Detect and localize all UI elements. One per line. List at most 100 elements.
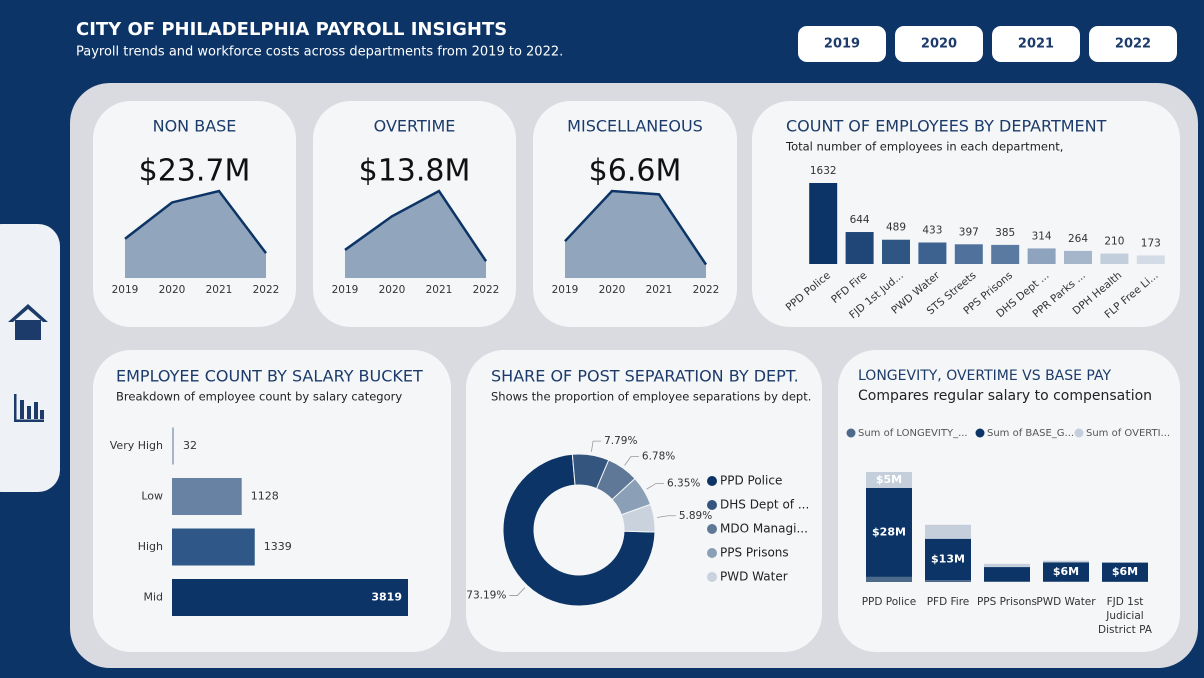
bar [172,579,408,616]
value-label: $6M [1053,565,1079,578]
report-icon[interactable] [14,394,44,422]
leader-line [656,515,676,518]
kpi-title: MISCELLANEOUS [567,117,703,136]
legend-marker [846,428,856,438]
value-label: $13M [931,552,965,565]
nav-panel [0,224,60,492]
legend-label: MDO Managi... [720,522,808,536]
chart-card [838,350,1180,652]
kpi-value: $6.6M [589,154,682,189]
bar-segment [984,567,1030,582]
kpi-title: NON BASE [153,117,237,136]
value-label: 644 [850,214,870,226]
bar [1136,255,1165,264]
value-label: $5M [876,473,902,486]
y-tick-label: Mid [143,591,163,604]
legend-label: Sum of BASE_G... [987,428,1074,439]
year-button-label[interactable]: 2019 [824,37,860,52]
legend-label: PPD Police [720,474,782,488]
legend-marker [975,428,985,438]
value-label: 385 [995,227,1015,239]
line [124,189,267,254]
bar [954,244,983,264]
legend-marker [707,524,717,534]
kpi-value: $13.8M [359,154,471,189]
bar-segment [925,580,971,582]
value-label: 6.78% [642,450,675,462]
x-tick-label: PFD Fire [927,596,970,608]
x-tick-label: 2019 [332,284,359,296]
bar-segment [1043,560,1089,563]
x-tick-label: 2021 [646,284,673,296]
x-tick-label: 2020 [159,284,186,296]
kpi-value: $23.7M [139,154,251,189]
chart-card [752,101,1180,327]
value-label: 210 [1104,236,1124,248]
leader-line [590,440,602,453]
bar-segment [866,576,912,582]
chart-title: LONGEVITY, OVERTIME VS BASE PAY [858,368,1111,384]
chart-card [93,350,451,652]
bar [882,239,910,264]
legend-marker [707,548,717,558]
value-label: 173 [1141,237,1161,249]
page-title: CITY OF PHILADELPHIA PAYROLL INSIGHTS [76,19,507,40]
bar-segment [984,581,1030,582]
value-label: $6M [1112,565,1138,578]
bar [172,478,242,515]
bar-segment [1043,581,1089,582]
x-tick-label: 2021 [206,284,233,296]
value-label: 73.19% [466,590,506,602]
x-tick-label: 2022 [693,284,720,296]
year-button[interactable] [798,26,886,62]
x-tick-label: 2021 [426,284,453,296]
bar [172,528,255,566]
value-label: 397 [959,226,979,238]
x-tick-label: PPD Police [862,596,917,608]
y-tick-label: High [138,540,163,553]
home-icon[interactable] [8,304,48,340]
year-button[interactable] [992,26,1080,62]
legend-label: PWD Water [720,570,788,584]
y-tick-label: Low [141,490,163,503]
year-button-label[interactable]: 2020 [921,37,957,52]
bar [1100,253,1129,264]
x-tick-label: 2022 [473,284,500,296]
legend-marker [707,572,717,582]
year-button-label[interactable]: 2021 [1018,37,1054,52]
x-tick-label: FJD 1st Judicial District PA [1098,596,1153,636]
legend-marker [1074,428,1084,438]
x-tick-label: 2020 [599,284,626,296]
x-tick-label: PPS Prisons [977,596,1037,608]
value-label: 5.89% [679,510,712,522]
value-label: 3819 [371,591,402,604]
value-label: 433 [922,225,942,237]
chart-title: SHARE OF POST SEPARATION BY DEPT. [491,367,799,386]
bar [1027,248,1056,264]
bar-segment [1102,562,1148,582]
bar [845,232,874,264]
legend-marker [707,476,717,486]
year-button[interactable] [1089,26,1177,62]
legend-label: PPS Prisons [720,546,789,560]
value-label: $28M [872,525,906,538]
value-label: 1339 [264,540,292,553]
value-label: 6.35% [667,477,700,489]
value-label: 489 [886,222,906,234]
year-button-label[interactable]: 2022 [1115,37,1151,52]
legend-label: Sum of LONGEVITY_... [858,428,968,439]
leader-line [624,456,639,466]
kpi-title: OVERTIME [374,117,456,136]
x-tick-label: 2019 [552,284,579,296]
leader-line [646,483,665,490]
value-label: 7.79% [604,435,637,447]
value-label: 264 [1068,233,1088,245]
bar [809,183,838,264]
chart-subtitle: Total number of employees in each depart… [785,140,1063,154]
bar-segment [925,538,971,581]
year-button[interactable] [895,26,983,62]
bar-segment [866,487,912,577]
legend-label: DHS Dept of ... [720,498,809,512]
